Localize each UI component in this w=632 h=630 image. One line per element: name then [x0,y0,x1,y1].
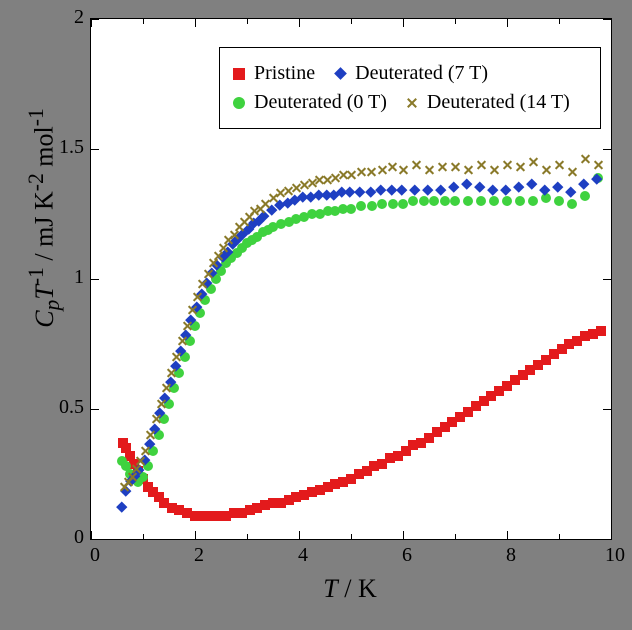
y-tick-label: 0 [74,526,84,549]
legend-item: Deuterated (14 T) [405,91,570,114]
data-point [187,305,198,316]
data-point [500,184,511,195]
x-tick-label: 2 [184,544,214,567]
x-tick-label: 6 [392,544,422,567]
legend-label: Pristine [254,62,315,85]
data-point [356,201,366,211]
data-point [565,187,576,198]
data-point [580,154,591,165]
data-point [437,162,448,173]
data-point [151,414,162,425]
data-point [411,159,422,170]
data-point [161,383,172,394]
data-point [396,184,407,195]
data-point [377,164,388,175]
data-point [409,184,420,195]
data-point [554,159,565,170]
data-point [398,199,408,209]
data-point [171,352,182,363]
data-point [440,196,450,206]
data-point [387,162,398,173]
data-point [117,501,128,512]
data-point [513,181,524,192]
data-point [552,181,563,192]
legend-label: Deuterated (14 T) [427,91,570,114]
data-point [450,196,460,206]
data-point [140,445,151,456]
data-point [526,179,537,190]
data-point [567,199,577,209]
data-point [515,196,525,206]
data-point [376,184,387,195]
data-point [528,157,539,168]
legend-label: Deuterated (0 T) [254,91,387,114]
y-tick-label: 2 [74,6,84,29]
x-axis-label: T / K [90,574,610,604]
data-point [450,162,461,173]
data-point [554,196,564,206]
data-point [192,292,203,303]
data-point [166,367,177,378]
plot-area: Pristine Deuterated (7 T) Deuterated (0 T)… [90,18,612,540]
data-point [177,336,188,347]
data-point [398,164,409,175]
data-point [502,159,513,170]
data-point [461,179,472,190]
data-point [344,187,355,198]
data-point [463,164,474,175]
x-tick-label: 0 [80,544,110,567]
data-point [203,268,214,279]
legend-item: Deuterated (7 T) [333,62,488,85]
data-point [596,326,606,336]
data-point [567,167,578,178]
data-point [463,196,473,206]
data-point [367,201,377,211]
data-point [135,456,146,467]
data-point [356,167,367,178]
data-point [528,196,538,206]
data-point [476,159,487,170]
legend-label: Deuterated (7 T) [355,62,488,85]
data-point [578,179,589,190]
data-point [156,398,167,409]
data-point [487,184,498,195]
y-axis-label: CpT-1 / mJ K-2 mol-1 [24,0,65,478]
data-point [365,187,376,198]
y-tick-label: 1 [74,266,84,289]
x-tick-label: 8 [496,544,526,567]
data-point [377,199,387,209]
data-point [419,196,429,206]
data-point [145,430,156,441]
legend-item: Pristine [232,62,315,85]
data-point [355,187,366,198]
data-point [541,164,552,175]
data-point [346,170,357,181]
legend: Pristine Deuterated (7 T) Deuterated (0 T)… [219,47,601,129]
data-point [489,164,500,175]
data-point [435,184,446,195]
data-point [502,196,512,206]
data-point [182,320,193,331]
data-point [424,164,435,175]
x-tick-label: 4 [288,544,318,567]
data-point [489,196,499,206]
data-point [515,162,526,173]
data-point [593,159,604,170]
data-point [366,167,377,178]
data-point [197,279,208,290]
data-point [388,199,398,209]
legend-item: Deuterated (0 T) [232,91,387,114]
data-point [408,196,418,206]
data-point [346,204,356,214]
data-point [580,191,590,201]
data-point [541,193,551,203]
data-point [448,181,459,192]
data-point [476,196,486,206]
data-point [474,181,485,192]
x-tick-label: 10 [600,544,630,567]
data-point [429,196,439,206]
data-point [422,184,433,195]
